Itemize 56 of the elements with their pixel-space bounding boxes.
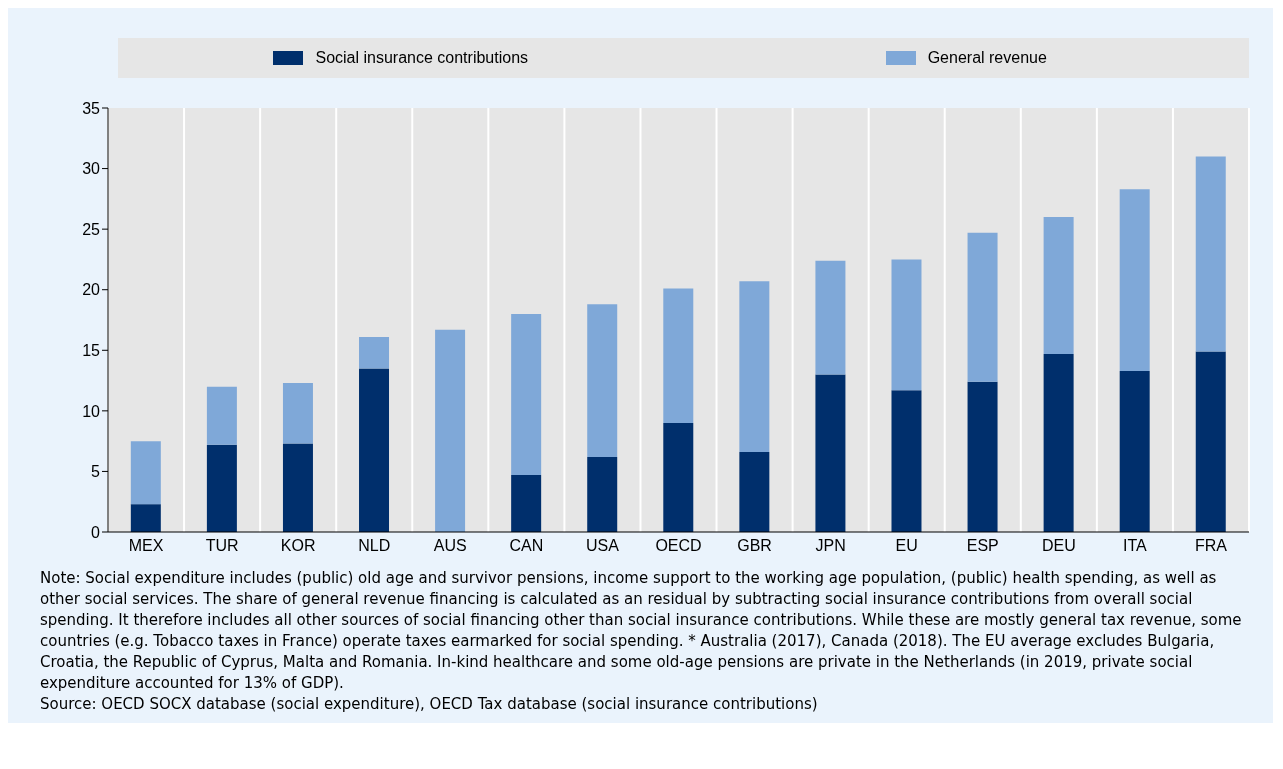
bar: [815, 260, 846, 375]
bar: [1195, 351, 1226, 532]
bar: [130, 504, 161, 532]
bar: [511, 313, 542, 476]
legend-label: General revenue: [926, 49, 1048, 67]
bar: [663, 288, 694, 423]
bar: [282, 382, 313, 444]
bar: [282, 443, 313, 532]
bar: [1119, 189, 1150, 371]
bar: [511, 475, 542, 532]
bar: [967, 232, 998, 382]
x-tick-label: MEX: [128, 537, 164, 555]
bar: [130, 441, 161, 505]
bar: [815, 374, 846, 532]
bar: [967, 381, 998, 532]
bar: [1195, 156, 1226, 352]
bar: [739, 452, 770, 532]
y-tick-label: 20: [82, 281, 101, 299]
y-tick-label: 5: [91, 463, 101, 481]
legend-label: Social insurance contributions: [314, 49, 530, 67]
x-tick-label: DEU: [1041, 537, 1076, 555]
bar: [587, 304, 618, 457]
bar: [1043, 353, 1074, 532]
x-tick-label: GBR: [737, 537, 772, 555]
y-tick-label: 15: [82, 341, 101, 359]
bar: [359, 336, 390, 369]
y-tick-label: 10: [82, 402, 101, 420]
bar: [435, 329, 466, 532]
y-tick-label: 30: [82, 160, 101, 178]
x-tick-label: CAN: [509, 537, 544, 555]
y-tick-label: 0: [91, 523, 101, 541]
text: Note: Social expenditure includes (public) old age and survivor pensions, income support to the working age population, (public) health spending, as well as other social services. The share of general revenue financing is calculated as an residual by subtracting social insurance contributions from overall social spending. It therefore includes all other sources of social financing other than social insurance contributions. While these are mostly general tax revenue, some countries (e.g. Tobacco taxes in France) operate taxes earmarked for social spending. * Australia (2017), Canada (2018). The EU average excludes Bulgaria, Croatia, the Republic of Cyprus, Malta and Romania. In-kind healthcare and some old-age pensions are private in the Netherlands (in 2019, private social expenditure accounted for 13% of GDP).: [40, 568, 1243, 694]
bar: [663, 422, 694, 532]
x-tick-label: AUS: [433, 537, 467, 555]
bar: [739, 281, 770, 453]
x-tick-label: OECD: [655, 537, 702, 555]
source-note: Source: OECD SOCX database (social expenditure), OECD Tax database (social insurance contributions): [40, 694, 819, 715]
x-tick-label: FRA: [1194, 537, 1228, 555]
y-tick-label: 25: [82, 220, 101, 238]
y-tick-label: 35: [82, 99, 101, 117]
x-tick-label: TUR: [205, 537, 239, 555]
x-tick-label: NLD: [358, 537, 391, 555]
bar: [206, 386, 237, 445]
x-tick-label: EU: [895, 537, 918, 555]
bar: [1119, 370, 1150, 532]
bar: [891, 390, 922, 532]
bar: [206, 444, 237, 532]
x-tick-label: KOR: [280, 537, 316, 555]
x-tick-label: ESP: [966, 537, 999, 555]
x-tick-label: ITA: [1123, 537, 1148, 555]
bar: [359, 368, 390, 532]
bar: [891, 259, 922, 391]
bar: [1043, 217, 1074, 354]
bar: [587, 456, 618, 532]
x-tick-label: USA: [585, 537, 620, 555]
x-tick-label: JPN: [815, 537, 846, 555]
